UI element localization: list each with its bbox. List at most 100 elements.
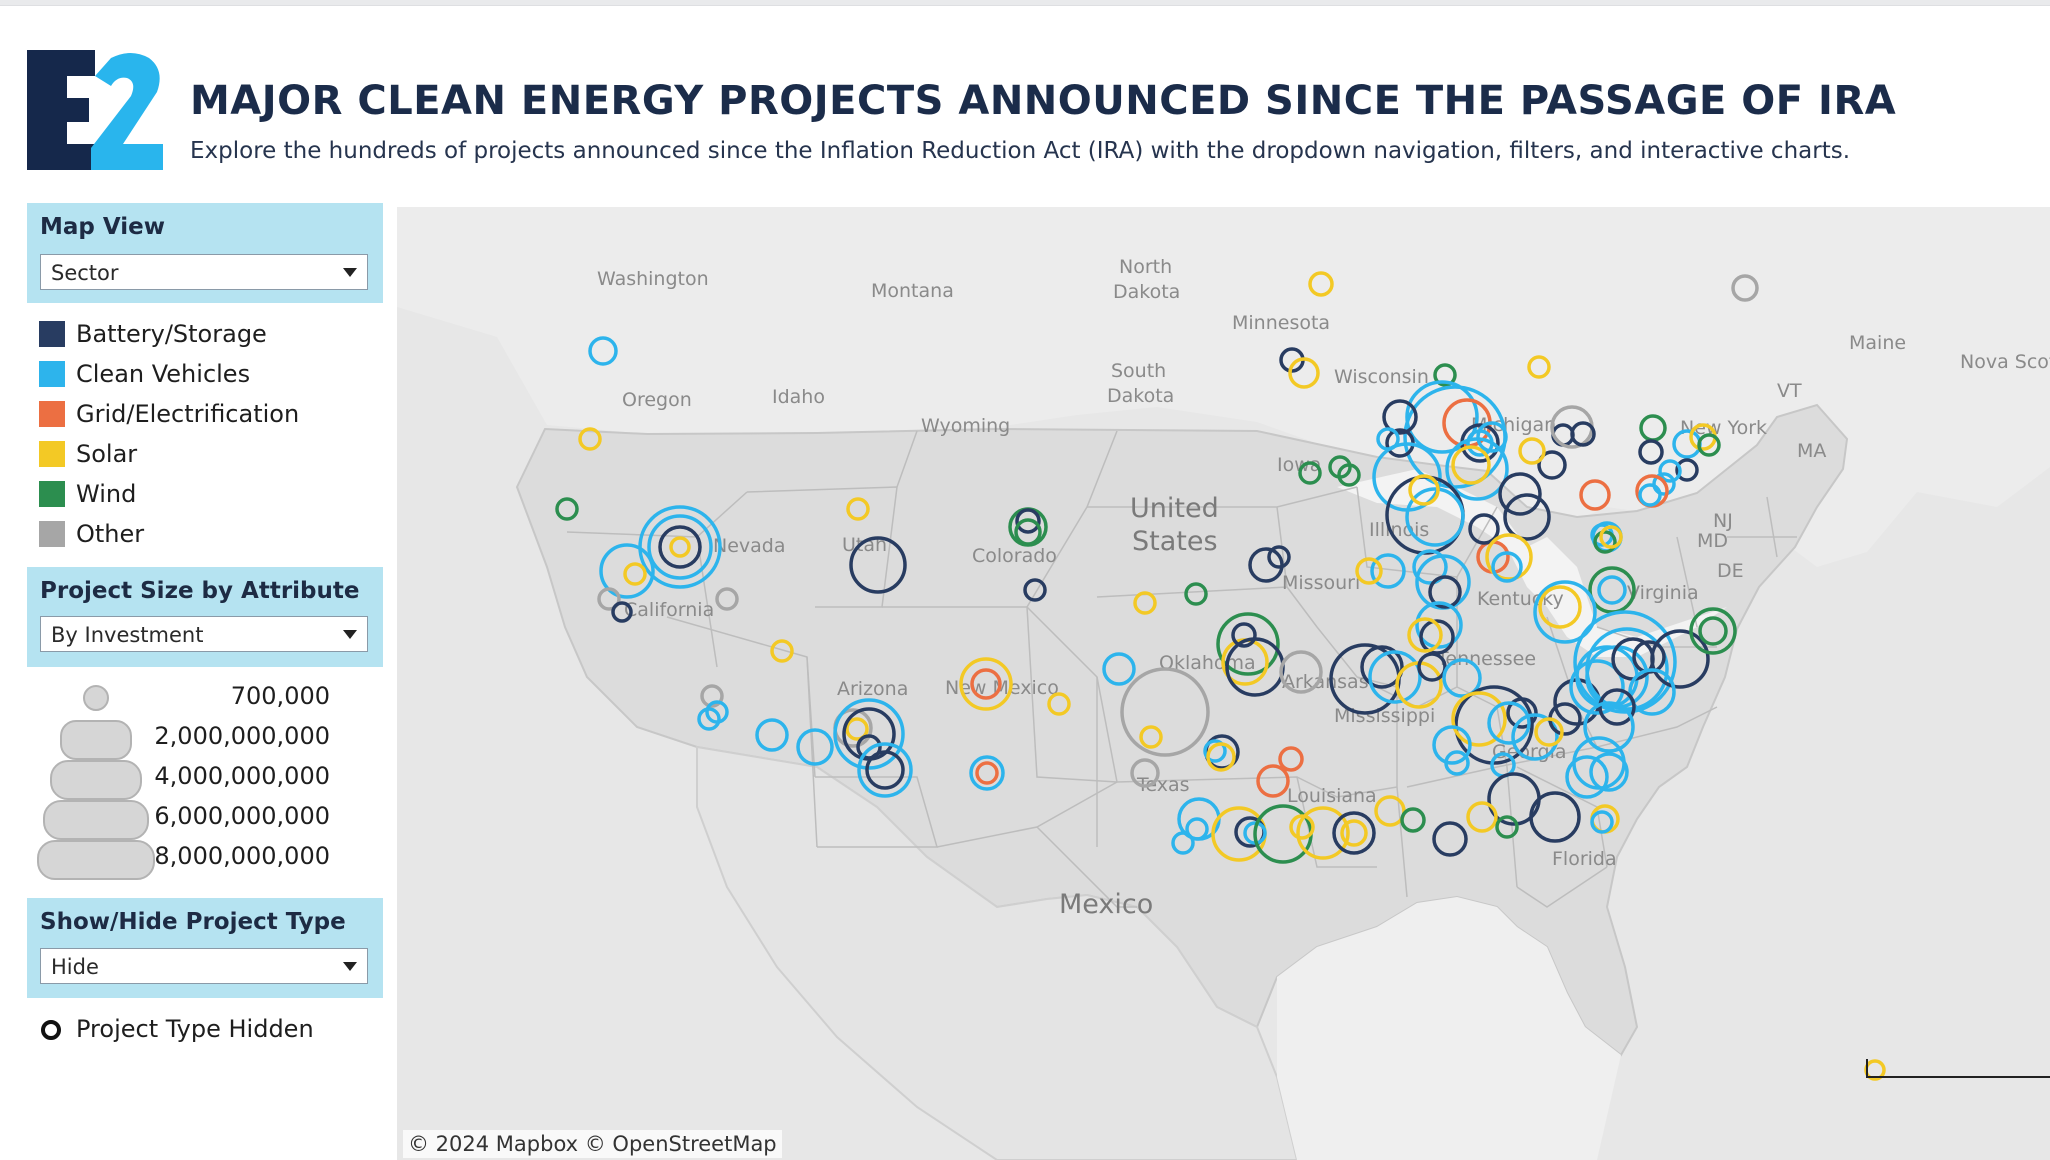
- project-marker[interactable]: [1184, 582, 1208, 606]
- project-marker[interactable]: [1203, 739, 1227, 763]
- project-marker[interactable]: [1408, 474, 1440, 506]
- project-marker[interactable]: [1466, 801, 1498, 833]
- project-marker[interactable]: [1355, 557, 1383, 585]
- project-marker[interactable]: [865, 750, 905, 790]
- project-marker[interactable]: [1370, 553, 1406, 589]
- project-marker[interactable]: [1537, 450, 1567, 480]
- project-marker[interactable]: [1412, 549, 1448, 585]
- project-marker[interactable]: [588, 336, 618, 366]
- project-marker[interactable]: [1583, 701, 1635, 753]
- project-marker[interactable]: [846, 497, 870, 521]
- project-marker[interactable]: [1534, 717, 1564, 747]
- project-marker[interactable]: [1400, 807, 1426, 833]
- project-marker[interactable]: [755, 718, 789, 752]
- map-canvas[interactable]: Washington Montana North Dakota Minnesot…: [397, 207, 2050, 1160]
- project-marker[interactable]: [1495, 815, 1519, 839]
- project-marker[interactable]: [970, 668, 1002, 700]
- project-size-dropdown[interactable]: By Investment: [40, 616, 368, 652]
- project-marker[interactable]: [1023, 578, 1047, 602]
- project-marker[interactable]: [1267, 545, 1291, 569]
- project-marker[interactable]: [1206, 742, 1236, 772]
- project-marker[interactable]: [1130, 758, 1160, 788]
- project-marker[interactable]: [700, 684, 724, 708]
- project-marker[interactable]: [1503, 493, 1551, 541]
- project-marker[interactable]: [1529, 791, 1581, 843]
- project-marker[interactable]: [1511, 713, 1559, 761]
- project-marker[interactable]: [1419, 619, 1455, 655]
- project-marker[interactable]: [1579, 479, 1611, 511]
- project-marker[interactable]: [1573, 610, 1677, 714]
- project-marker[interactable]: [1506, 697, 1538, 729]
- project-marker[interactable]: [623, 562, 647, 586]
- project-marker[interactable]: [1279, 650, 1323, 694]
- project-marker[interactable]: [1337, 463, 1361, 487]
- project-marker[interactable]: [849, 536, 907, 594]
- project-marker[interactable]: [611, 601, 633, 623]
- project-marker[interactable]: [1415, 601, 1463, 649]
- project-marker[interactable]: [1527, 355, 1551, 379]
- project-marker[interactable]: [1288, 357, 1320, 389]
- project-marker[interactable]: [1442, 658, 1482, 698]
- project-marker[interactable]: [1433, 363, 1457, 387]
- project-marker[interactable]: [658, 525, 702, 569]
- project-marker[interactable]: [647, 514, 713, 580]
- project-marker[interactable]: [1638, 439, 1664, 465]
- project-marker[interactable]: [1014, 518, 1042, 546]
- project-marker[interactable]: [1185, 817, 1209, 841]
- project-marker[interactable]: [1308, 271, 1334, 297]
- project-marker[interactable]: [1569, 659, 1625, 715]
- project-marker[interactable]: [1590, 810, 1614, 834]
- project-marker[interactable]: [1565, 755, 1609, 799]
- project-marker[interactable]: [1689, 607, 1737, 655]
- project-marker[interactable]: [1332, 811, 1376, 855]
- project-marker[interactable]: [856, 734, 882, 760]
- project-marker[interactable]: [1102, 652, 1136, 686]
- project-marker[interactable]: [1047, 692, 1071, 716]
- project-marker[interactable]: [1417, 652, 1447, 682]
- project-marker[interactable]: [669, 536, 691, 558]
- project-marker[interactable]: [1518, 437, 1546, 465]
- project-marker[interactable]: [697, 707, 721, 731]
- project-marker[interactable]: [1428, 575, 1462, 609]
- project-marker[interactable]: [845, 717, 869, 741]
- project-marker[interactable]: [1650, 629, 1710, 689]
- project-marker[interactable]: [1407, 617, 1443, 653]
- project-marker[interactable]: [857, 742, 913, 798]
- project-marker[interactable]: [1498, 472, 1542, 516]
- project-marker[interactable]: [1468, 513, 1500, 545]
- project-marker[interactable]: [1405, 380, 1479, 454]
- project-marker[interactable]: [1487, 701, 1531, 745]
- project-marker[interactable]: [1485, 533, 1533, 581]
- project-marker[interactable]: [715, 587, 739, 611]
- project-marker[interactable]: [770, 639, 794, 663]
- project-marker[interactable]: [1451, 691, 1507, 747]
- project-marker[interactable]: [1675, 458, 1699, 482]
- project-marker[interactable]: [1638, 483, 1662, 507]
- project-marker[interactable]: [1231, 622, 1257, 648]
- projects-map[interactable]: Washington Montana North Dakota Minnesot…: [397, 207, 2050, 1160]
- project-marker[interactable]: [1698, 616, 1728, 646]
- project-marker[interactable]: [1216, 612, 1280, 676]
- project-marker[interactable]: [959, 657, 1013, 711]
- project-marker[interactable]: [1697, 433, 1721, 457]
- project-marker[interactable]: [1491, 551, 1523, 583]
- project-marker[interactable]: [1538, 585, 1582, 629]
- project-marker[interactable]: [833, 698, 905, 770]
- map-view-dropdown[interactable]: Sector: [40, 254, 368, 290]
- project-marker[interactable]: [1589, 752, 1629, 792]
- project-marker[interactable]: [555, 497, 579, 521]
- project-marker[interactable]: [1628, 668, 1676, 716]
- show-hide-dropdown[interactable]: Hide: [40, 948, 368, 984]
- project-marker[interactable]: [1432, 725, 1472, 765]
- project-marker[interactable]: [1120, 667, 1210, 757]
- map-attribution[interactable]: © 2024 Mapbox © OpenStreetMap: [403, 1130, 782, 1158]
- project-marker[interactable]: [1599, 525, 1623, 549]
- project-marker[interactable]: [1278, 746, 1304, 772]
- project-marker[interactable]: [1298, 461, 1322, 485]
- project-marker[interactable]: [1133, 591, 1157, 615]
- project-marker[interactable]: [1382, 399, 1418, 435]
- project-marker[interactable]: [1432, 821, 1468, 857]
- project-marker[interactable]: [1598, 688, 1636, 726]
- project-marker[interactable]: [969, 755, 1005, 791]
- project-marker[interactable]: [1340, 819, 1368, 847]
